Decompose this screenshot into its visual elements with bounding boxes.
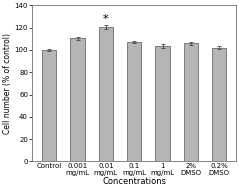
Bar [127,42,141,161]
Bar [42,50,56,161]
Text: *: * [103,14,109,24]
Bar [184,43,198,161]
Bar [99,27,113,161]
Y-axis label: Cell number (% of control): Cell number (% of control) [3,33,12,134]
Bar [71,38,85,161]
X-axis label: Concentrations: Concentrations [102,177,166,186]
Bar [212,48,226,161]
Bar [156,46,170,161]
